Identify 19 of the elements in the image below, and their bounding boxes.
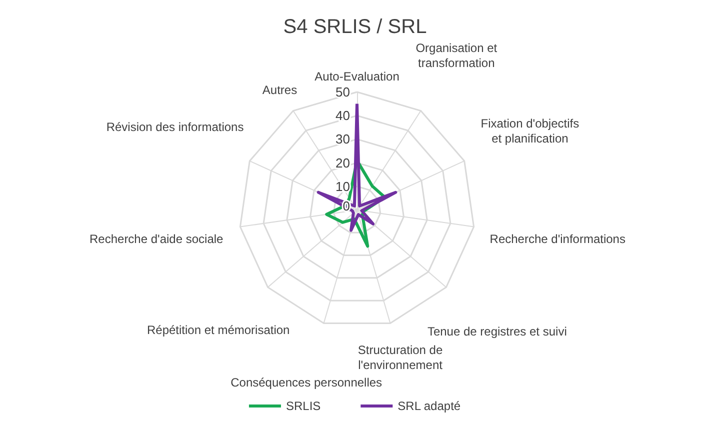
spoke-label: Fixation d'objectifs et planification: [480, 116, 580, 146]
spoke-label: Recherche d'aide sociale: [90, 232, 224, 246]
y-tick-label: 20: [336, 155, 350, 170]
legend-label: SRLIS: [286, 399, 321, 413]
spoke-label: Recherche d'informations: [490, 232, 626, 246]
legend-label: SRL adapté: [398, 399, 461, 413]
spoke-label: Autres: [262, 82, 298, 97]
spoke-label: Révision des informations: [106, 120, 244, 134]
chart-title: S4 SRLIS / SRL: [283, 16, 427, 38]
y-tick-label: 30: [336, 132, 350, 147]
spoke-label: Conséquences personnelles: [230, 376, 382, 390]
spoke-label: Structuration de l'environnement: [358, 342, 444, 372]
spoke-label: Tenue de registres et suivi: [427, 324, 567, 338]
y-tick-label: 50: [336, 84, 350, 100]
y-tick-label: 40: [336, 108, 350, 124]
spoke-label: Auto-Evaluation: [314, 70, 400, 84]
y-tick-label: 10: [336, 178, 350, 194]
spoke-label: Répétition et mémorisation: [146, 323, 290, 338]
spoke-label: Organisation et transformation: [416, 40, 498, 70]
